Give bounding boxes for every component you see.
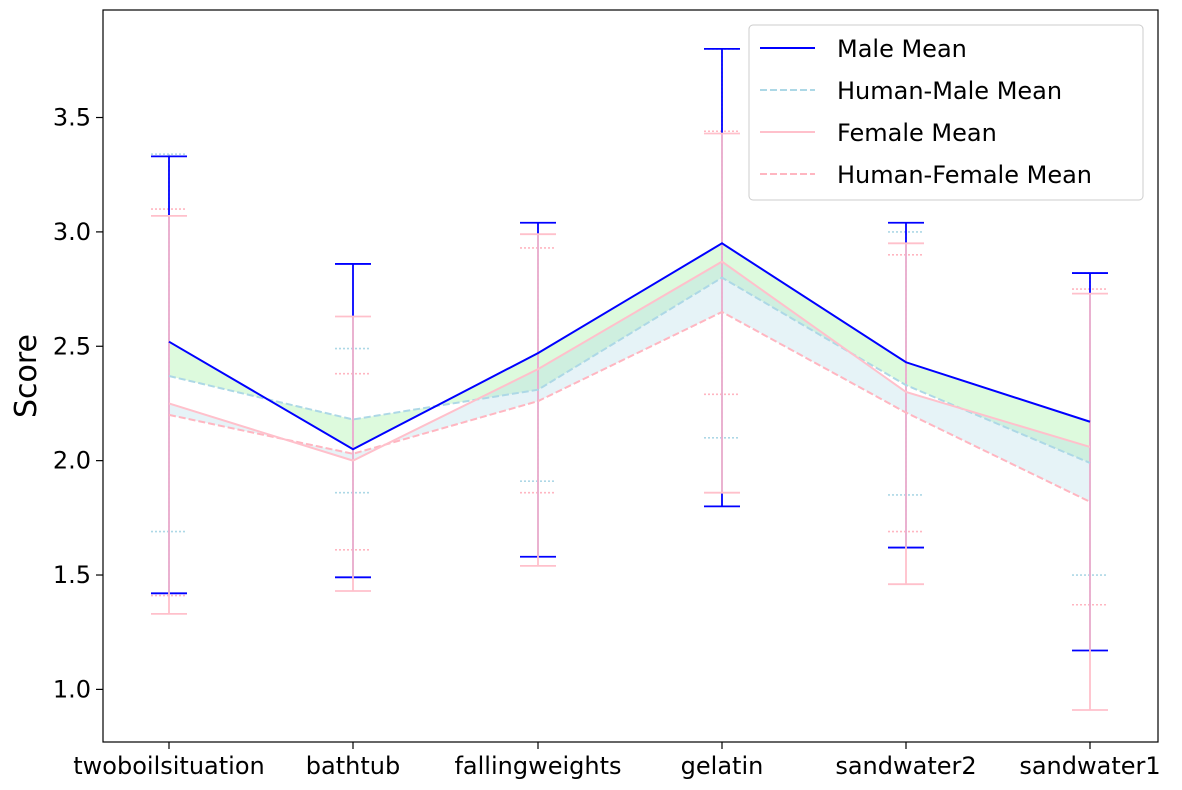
x-tick-label: twoboilsituation [73,752,264,780]
legend-entry: Human-Male Mean [760,77,1062,105]
legend-label: Human-Female Mean [837,161,1092,189]
y-tick-label: 3.5 [53,104,91,132]
legend-box [748,24,1144,201]
human-female-mean-line [168,310,1091,503]
female-mean-line [168,260,1091,462]
y-tick-label: 2.5 [53,332,91,360]
male-mean-line [168,242,1091,451]
female-errorbar [520,233,556,567]
y-tick-label: 3.0 [53,218,91,246]
legend-label: Male Mean [837,35,967,63]
y-tick-label: 1.0 [53,675,91,703]
female-errorbar [704,132,740,494]
series-line-layer [168,242,1091,503]
legend-entry: Male Mean [760,35,967,63]
y-tick-label: 1.5 [53,561,91,589]
fill-layer [169,243,1090,502]
x-tick-label: gelatin [681,752,764,780]
y-axis-label: Score [9,334,44,418]
female-errorbar [1072,292,1108,711]
female-errorbar [335,315,371,592]
y-axis: 1.0 1.5 2.0 2.5 3.0 3.5 [53,104,103,703]
legend-entry: Female Mean [760,119,997,147]
x-tick-label: bathtub [306,752,400,780]
x-tick-label: fallingweights [454,752,621,780]
y-tick-label: 2.0 [53,447,91,475]
legend-label: Human-Male Mean [837,77,1062,105]
legend-label: Female Mean [837,119,997,147]
x-tick-label: sandwater2 [835,752,976,780]
legend: Male Mean Human-Male Mean Female Mean Human… [748,24,1144,201]
x-tick-label: sandwater1 [1019,752,1160,780]
plot-frame [102,9,1159,743]
female-errorbar [888,242,924,586]
legend-entry: Human-Female Mean [760,161,1092,189]
human-male-mean-line [168,276,1091,464]
x-axis: twoboilsituation bathtub fallingweights gel… [73,742,1161,780]
